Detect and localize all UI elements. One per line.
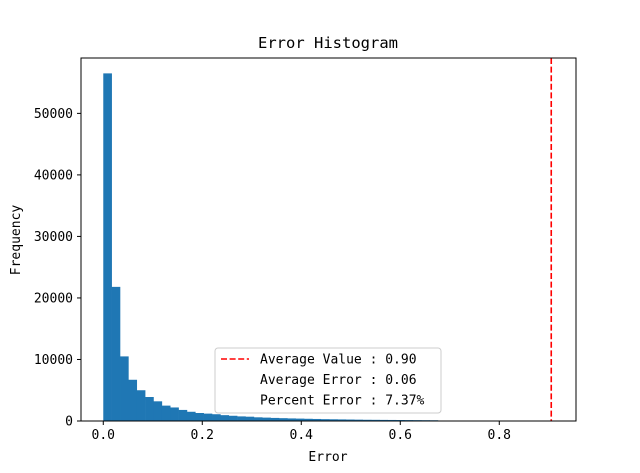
legend-entry-label: Average Value : 0.90 bbox=[260, 353, 417, 368]
histogram-bar bbox=[228, 415, 238, 421]
histogram-bar bbox=[195, 413, 204, 421]
histogram-bar bbox=[337, 419, 347, 421]
axis-ticks: 0.0 0.2 0.4 0.6 0.8 0 10000 20000 30000 40000 5000… bbox=[34, 107, 511, 443]
histogram-bar bbox=[161, 405, 171, 421]
histogram-bar bbox=[178, 409, 188, 421]
histogram-bar bbox=[111, 286, 121, 421]
x-tick-label: 0.2 bbox=[191, 428, 214, 443]
histogram-bar bbox=[237, 416, 246, 421]
histogram-bar bbox=[186, 411, 196, 421]
histogram-bar bbox=[312, 418, 322, 421]
histogram-bar bbox=[354, 419, 363, 421]
histogram-bar bbox=[212, 414, 221, 421]
y-tick-label: 30000 bbox=[34, 230, 73, 245]
x-tick-label: 0.8 bbox=[488, 428, 511, 443]
legend-entry-label: Percent Error : 7.37% bbox=[260, 394, 425, 409]
histogram-bar bbox=[270, 417, 280, 421]
y-tick-label: 0 bbox=[65, 415, 73, 430]
histogram-bar bbox=[320, 419, 330, 421]
histogram-bar bbox=[120, 356, 129, 421]
histogram-bar bbox=[370, 419, 380, 421]
histogram-bar bbox=[253, 417, 263, 421]
histogram-bar bbox=[262, 417, 271, 421]
plot-frame bbox=[80, 57, 577, 422]
x-tick-label: 0.4 bbox=[290, 428, 314, 443]
histogram-bar bbox=[128, 379, 138, 421]
legend-entry-label: Average Error : 0.06 bbox=[260, 373, 417, 388]
histogram-bar bbox=[278, 418, 288, 421]
legend-box bbox=[214, 347, 442, 414]
histogram-bar bbox=[304, 418, 313, 421]
histogram-bar bbox=[362, 419, 372, 421]
y-tick-label: 50000 bbox=[34, 107, 73, 122]
histogram-bar bbox=[295, 418, 305, 421]
histogram-bar bbox=[329, 419, 338, 421]
histogram-bar bbox=[387, 419, 397, 421]
histogram-bar bbox=[245, 416, 255, 421]
histogram-bar bbox=[287, 418, 296, 421]
chart-title: Error Histogram bbox=[258, 34, 398, 52]
x-tick-label: 0.0 bbox=[92, 428, 115, 443]
x-tick-label: 0.6 bbox=[389, 428, 412, 443]
histogram-bar bbox=[379, 419, 389, 421]
y-tick-label: 10000 bbox=[34, 353, 73, 368]
histogram-bar bbox=[170, 407, 179, 421]
y-tick-label: 40000 bbox=[34, 168, 73, 183]
y-tick-label: 20000 bbox=[34, 291, 73, 306]
histogram-bar bbox=[103, 73, 112, 422]
histogram-bar bbox=[345, 419, 355, 421]
histogram-bar bbox=[203, 413, 213, 421]
x-axis-label: Error bbox=[308, 450, 347, 465]
histogram-bar bbox=[136, 390, 146, 421]
histogram-bar bbox=[153, 401, 163, 421]
histogram-bar bbox=[220, 415, 230, 421]
y-axis-label: Frequency bbox=[9, 205, 24, 276]
histogram-bar bbox=[145, 397, 154, 421]
chart-legend: Average Value : 0.90 Average Error : 0.06… bbox=[214, 347, 442, 414]
